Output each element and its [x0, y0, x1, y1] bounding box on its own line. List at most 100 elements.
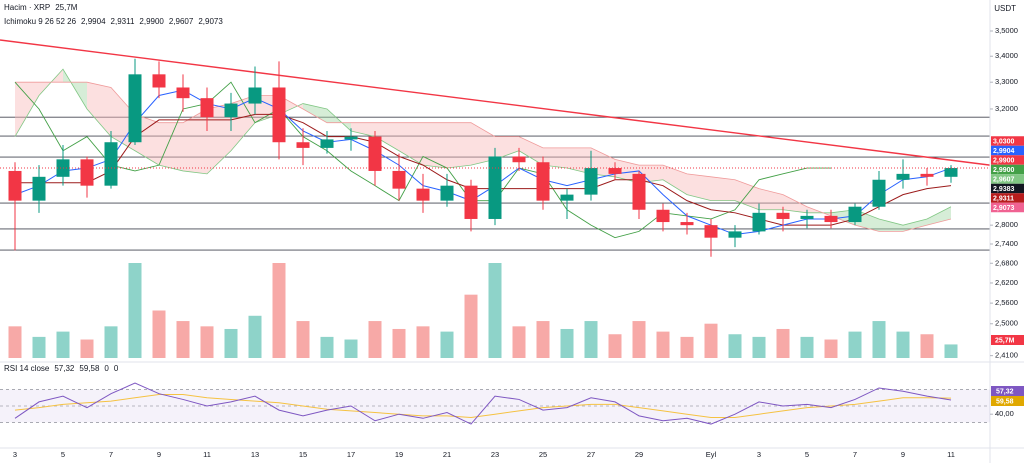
- cloud-segment: [375, 122, 399, 151]
- x-tick-label: 25: [539, 450, 547, 459]
- volume-bar: [800, 336, 814, 358]
- volume-bar: [8, 326, 22, 358]
- price-tag: [991, 136, 1024, 146]
- x-tick-label: 5: [61, 450, 65, 459]
- x-tick-label: 11: [947, 450, 955, 459]
- price-tag: [991, 164, 1024, 175]
- candle-body: [488, 156, 502, 219]
- header-value: 2,9311: [111, 17, 135, 26]
- cloud-segment: [663, 165, 687, 195]
- volume-bar: [704, 323, 718, 358]
- price-tag: [991, 155, 1024, 165]
- x-tick-label: 13: [251, 450, 259, 459]
- cloud-segment: [447, 122, 471, 169]
- header-value: 2,9904: [81, 17, 106, 26]
- volume-bar: [320, 336, 334, 358]
- volume-bar: [224, 328, 238, 358]
- y-tick-label: 2,7400: [995, 239, 1018, 248]
- candle-body: [368, 136, 382, 171]
- candle-body: [752, 212, 766, 232]
- candle-body: [392, 170, 406, 189]
- y-tick-label: 3,3000: [995, 77, 1018, 86]
- candle-body: [872, 179, 886, 207]
- candle-body: [824, 215, 838, 223]
- candle-body: [728, 231, 742, 238]
- candle-body: [176, 87, 190, 99]
- volume-bar: [872, 321, 886, 358]
- cloud-segment: [351, 122, 375, 137]
- kijun-line: [15, 113, 952, 226]
- volume-bar: [392, 328, 406, 358]
- rsi-tag-label: 57,32: [996, 388, 1014, 395]
- candle-body: [272, 87, 286, 143]
- volume-bar: [536, 321, 550, 358]
- candle-body: [464, 185, 478, 219]
- volume-bar: [680, 336, 694, 358]
- volume-bar: [464, 294, 478, 358]
- cloud-segment: [495, 136, 519, 160]
- volume-bar: [896, 331, 910, 358]
- cloud-segment: [687, 173, 711, 201]
- cloud-segment: [903, 218, 927, 232]
- x-tick-label: 27: [587, 450, 595, 459]
- candle-body: [104, 142, 118, 186]
- candle-body: [320, 139, 334, 148]
- chikou-line: [14, 81, 831, 239]
- y-tick-label: 3,2000: [995, 104, 1018, 113]
- volume-bar: [824, 339, 838, 358]
- price-tag: [991, 183, 1024, 194]
- volume-bar: [440, 331, 454, 358]
- x-tick-label: 5: [805, 450, 809, 459]
- candle-body: [776, 212, 790, 219]
- candle-body: [584, 168, 598, 195]
- candle-body: [32, 176, 46, 201]
- rsi-title: RSI 14 close: [4, 364, 50, 373]
- x-tick-label: 19: [395, 450, 403, 459]
- cloud-segment: [927, 206, 951, 226]
- price-tag: [991, 202, 1024, 213]
- y-tick-label: 3,4000: [995, 51, 1018, 60]
- price-tag-label: 2,9383: [993, 186, 1015, 193]
- volume-bar: [56, 331, 70, 358]
- header-value: 57,32: [54, 364, 75, 373]
- header-value: 0: [114, 364, 119, 373]
- volume-bar: [752, 336, 766, 358]
- y-tick-label: 2,8000: [995, 220, 1018, 229]
- volume-bar: [80, 339, 94, 358]
- candle-body: [608, 168, 622, 174]
- candle-body: [896, 173, 910, 180]
- cloud-segment: [303, 103, 327, 123]
- trendline: [0, 39, 991, 166]
- candle-body: [344, 136, 358, 140]
- volume-bar: [584, 321, 598, 358]
- candle-body: [440, 185, 454, 201]
- rsi-tag: [991, 396, 1024, 406]
- volume-bar: [944, 344, 958, 358]
- y-tick-label: 2,6800: [995, 258, 1018, 267]
- cloud-segment: [423, 122, 447, 169]
- header-value: 2,9073: [198, 17, 223, 26]
- cloud-segment: [87, 82, 111, 137]
- plot: [0, 39, 991, 358]
- candle-body: [296, 142, 310, 148]
- price-tag-label: 2,9900: [993, 167, 1015, 174]
- volume-bar: [488, 263, 502, 358]
- rsi-tag: [991, 386, 1024, 396]
- cloud-segment: [567, 147, 591, 174]
- x-tick-label: 9: [901, 450, 905, 459]
- x-tick-label: 23: [491, 450, 499, 459]
- price-tag: [991, 193, 1024, 203]
- cloud-segment: [783, 194, 807, 213]
- price-tag: [991, 145, 1024, 156]
- candle-body: [920, 173, 934, 177]
- volume-bar: [176, 321, 190, 358]
- x-tick-label: 11: [203, 450, 211, 459]
- volume-tag: [991, 335, 1024, 345]
- candle-body: [536, 162, 550, 201]
- y-tick-label: 2,5600: [995, 298, 1018, 307]
- candle-body: [680, 222, 694, 226]
- x-tick-label: 21: [443, 450, 451, 459]
- candle-body: [632, 173, 646, 210]
- x-tick-label: 15: [299, 450, 307, 459]
